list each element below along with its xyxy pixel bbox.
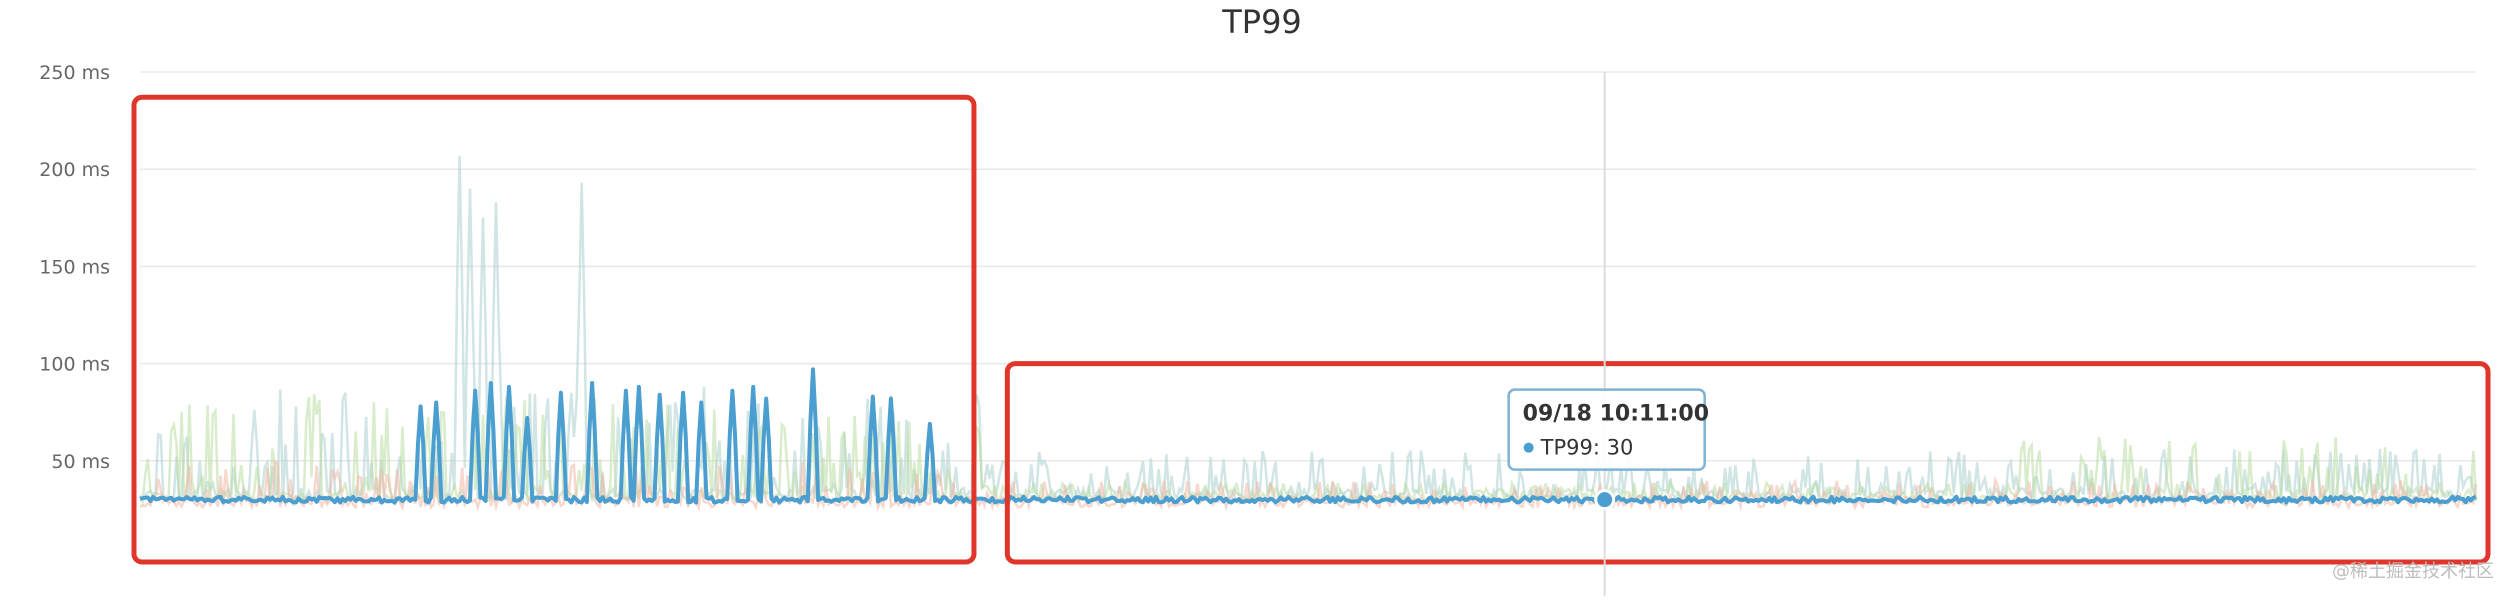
- background-series-line: [138, 155, 2478, 504]
- tooltip-series-bullet: [1523, 442, 1534, 453]
- tp99-line[interactable]: [139, 367, 2477, 505]
- tp99-series[interactable]: [139, 367, 2477, 505]
- tooltip-box: [1507, 388, 1706, 471]
- highlight-box: [1004, 361, 2491, 565]
- highlight-boxes: [131, 94, 2491, 565]
- y-tick-label: 200 ms: [39, 159, 110, 181]
- tooltip: 09/18 10:11:00 TP99: 30: [1507, 388, 1709, 471]
- highlight-box: [131, 94, 977, 565]
- background-series: [138, 155, 2478, 513]
- y-tick-label: 250 ms: [39, 62, 110, 84]
- tooltip-time: 09/18 10:11:00: [1523, 402, 1709, 427]
- y-tick-label: 50 ms: [51, 451, 110, 473]
- chart-title: TP99: [1221, 3, 1302, 41]
- tooltip-value: TP99: 30: [1540, 436, 1634, 460]
- y-tick-label: 100 ms: [39, 354, 110, 376]
- watermark: @稀土掘金技术社区: [2332, 561, 2494, 582]
- y-axis-ticks: 50 ms 100 ms 150 ms 200 ms 250 ms: [39, 62, 110, 473]
- y-tick-label: 150 ms: [39, 256, 110, 278]
- background-series-line: [139, 459, 2478, 513]
- tooltip-marker[interactable]: [1594, 489, 1616, 511]
